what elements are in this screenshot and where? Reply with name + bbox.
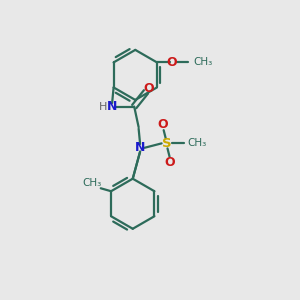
Text: N: N <box>135 141 145 154</box>
Text: CH₃: CH₃ <box>82 178 102 188</box>
Text: H: H <box>98 102 107 112</box>
Text: CH₃: CH₃ <box>194 57 213 68</box>
Text: N: N <box>107 100 117 113</box>
Text: O: O <box>144 82 154 94</box>
Text: O: O <box>167 56 177 69</box>
Text: O: O <box>165 156 176 169</box>
Text: O: O <box>158 118 168 131</box>
Text: CH₃: CH₃ <box>187 138 206 148</box>
Text: S: S <box>162 137 171 150</box>
